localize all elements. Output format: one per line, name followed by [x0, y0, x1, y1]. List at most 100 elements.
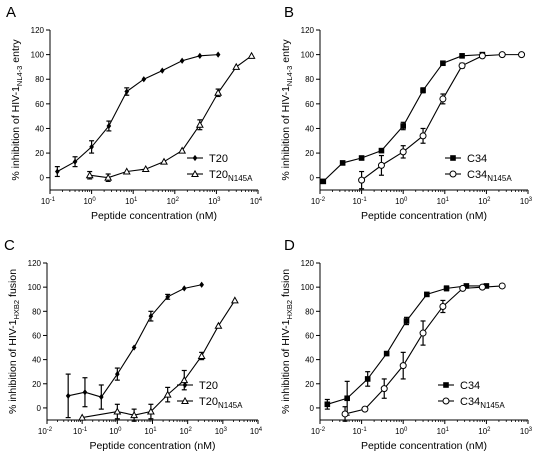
data-point [85, 171, 94, 179]
data-point [124, 88, 130, 95]
data-point [358, 155, 365, 161]
data-point [178, 146, 187, 154]
data-point [419, 132, 427, 140]
legend: C34 C34N145A [438, 380, 505, 410]
data-point [324, 401, 331, 408]
data-point [483, 283, 490, 289]
y-tick-label: 80 [35, 75, 44, 84]
legend: C34 C34N145A [445, 153, 512, 183]
data-point [383, 350, 390, 357]
legend: T20 T20N145A [187, 153, 253, 183]
legend-label: T20N145A [209, 169, 253, 183]
y-axis-label: % inhibition of HIV-1NL4-3 entry [280, 39, 294, 181]
panel-a: A 0 20 40 60 80 100 120 10-1 100 101 102 103 104 Pepti… [6, 4, 263, 222]
panel-letter: D [284, 237, 295, 254]
x-tick-label: 103 [208, 197, 221, 206]
data-point [98, 393, 104, 401]
data-point [197, 52, 203, 59]
data-point [498, 282, 506, 290]
x-tick-label: 102 [180, 427, 193, 436]
x-tick-label: 103 [520, 427, 533, 436]
data-point [358, 176, 366, 184]
data-point [179, 57, 185, 64]
y-tick-label: 0 [40, 174, 45, 183]
data-point [141, 164, 150, 173]
y-tick-label: 40 [35, 124, 44, 133]
panel-d: D 0 20 40 60 80 100 120 10-2 10-1 100 101 102 103 Pept… [280, 237, 533, 452]
series-line [344, 285, 503, 415]
y-tick-label: 120 [31, 26, 45, 35]
data-point [181, 285, 187, 292]
data-point [361, 405, 369, 413]
series-2 [341, 282, 506, 422]
y-tick-label: 60 [35, 100, 44, 109]
data-point [377, 161, 385, 169]
data-point [247, 51, 256, 59]
x-tick-label: 101 [125, 197, 138, 206]
data-point [130, 411, 139, 419]
data-point [420, 87, 426, 94]
panel-letter: B [284, 4, 294, 21]
data-point [72, 158, 78, 165]
y-tick-label: 120 [301, 26, 315, 35]
series-line [89, 55, 252, 179]
panel-c: C 0 20 40 60 80 100 120 10-2 10-1 100 101 102 103 104 P… [4, 237, 263, 452]
legend: T20 T20N145A [177, 380, 243, 410]
data-point [439, 302, 447, 310]
y-tick-label: 40 [305, 124, 314, 133]
y-tick-label: 60 [305, 100, 314, 109]
y-tick-label: 80 [305, 75, 314, 84]
data-point [320, 178, 327, 185]
series-line [361, 54, 522, 181]
x-tick-label: 103 [215, 427, 228, 436]
data-point [378, 147, 385, 154]
x-tick-label: 10-2 [311, 197, 326, 206]
y-tick-label: 100 [301, 51, 315, 60]
legend-marker [449, 170, 457, 178]
y-tick-label: 20 [35, 149, 44, 158]
data-point [65, 392, 71, 399]
y-axis-label: % inhibition of HIV-1HXB2 fusion [280, 269, 294, 414]
series-1 [320, 51, 486, 185]
series-2 [78, 296, 239, 422]
data-point [197, 351, 206, 359]
data-point [419, 329, 427, 337]
data-point [160, 157, 168, 165]
y-tick-label: 60 [32, 331, 41, 340]
x-tick-label: 100 [83, 197, 96, 206]
y-tick-label: 100 [301, 283, 315, 292]
y-tick-label: 0 [310, 404, 315, 413]
data-point [459, 53, 465, 59]
x-tick-label: 10-1 [352, 427, 367, 436]
legend-marker [182, 381, 188, 389]
legend-marker [443, 382, 449, 388]
data-point [159, 67, 165, 74]
legend-label: T20N145A [199, 396, 243, 410]
x-axis-label: Peptide concentration (nM) [89, 440, 215, 452]
data-point [424, 291, 430, 298]
series-2 [85, 51, 256, 182]
data-point [498, 51, 506, 59]
y-tick-label: 120 [28, 259, 42, 268]
y-tick-label: 120 [301, 259, 315, 268]
x-tick-label: 100 [395, 427, 408, 436]
y-tick-label: 100 [31, 51, 45, 60]
data-point [518, 51, 526, 59]
legend-marker [181, 396, 189, 404]
x-tick-label: 104 [250, 197, 263, 206]
x-axis-label: Peptide concentration (nM) [361, 440, 487, 452]
legend-label: C34N145A [467, 169, 512, 183]
y-axis-label: % inhibition of HIV-1HXB2 fusion [7, 269, 21, 414]
data-point [478, 283, 486, 291]
x-tick-label: 104 [250, 427, 263, 436]
legend-label: C34N145A [460, 396, 505, 410]
x-tick-label: 10-2 [38, 427, 53, 436]
x-tick-label: 10-1 [73, 427, 88, 436]
data-point [400, 123, 406, 129]
data-point [399, 148, 407, 156]
data-point [439, 95, 447, 103]
y-tick-label: 40 [32, 356, 41, 365]
data-point [443, 285, 450, 292]
data-point [104, 173, 113, 181]
